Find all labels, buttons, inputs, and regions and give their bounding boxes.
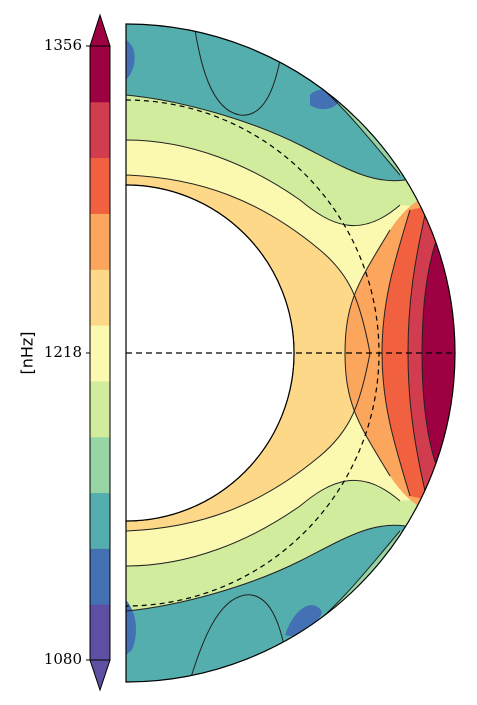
colorbar-label: [nHz] [18, 331, 37, 374]
patch-north-blue-1 [126, 40, 135, 80]
patch-south-blue-1 [126, 600, 137, 655]
colorbar-band [90, 548, 110, 605]
colorbar-band [90, 269, 110, 326]
colorbar-bands [90, 46, 110, 661]
colorbar-band [90, 46, 110, 103]
tachocline-circle [125, 99, 380, 607]
colorbar-band [90, 436, 110, 494]
colorbar-band [90, 604, 110, 661]
colorbar-bottom-arrow [89, 659, 111, 692]
colorbar-top-arrow [89, 13, 111, 47]
patch-south-blue-2 [285, 605, 322, 636]
colorbar-band [90, 213, 110, 270]
colorbar-band [90, 101, 110, 159]
colorbar-tick-label: 1356 [44, 36, 82, 54]
colorbar-band [90, 492, 110, 549]
colorbar-band [90, 157, 110, 214]
colorbar: 1356 1218 1080 [nHz] [18, 13, 111, 692]
colorbar-tick-label: 1218 [44, 343, 82, 361]
colorbar-ticks: 1356 1218 1080 [44, 36, 90, 668]
colorbar-tick-label: 1080 [44, 650, 82, 668]
colorbar-band [90, 325, 110, 382]
colorbar-band [90, 380, 110, 438]
